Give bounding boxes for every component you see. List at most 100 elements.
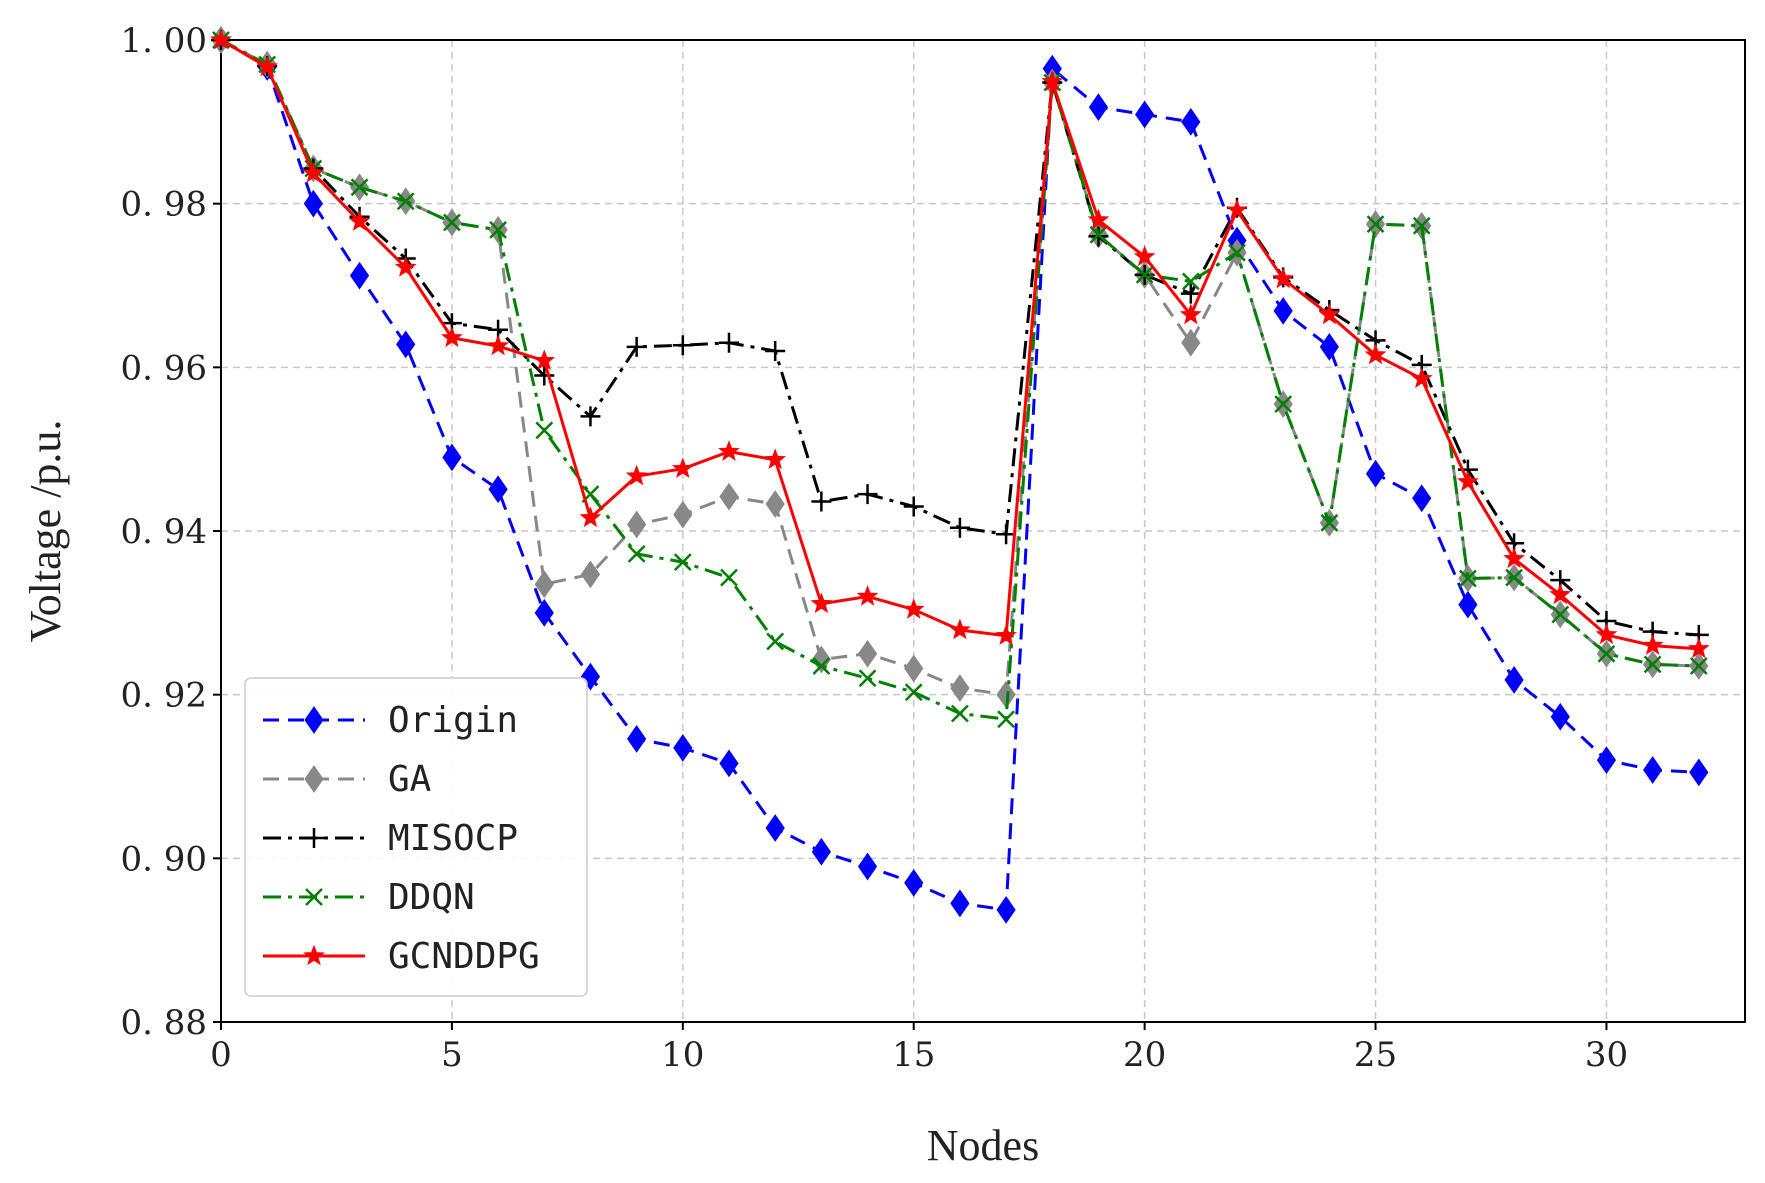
- series-gcnddpg: [210, 28, 1710, 659]
- data-point-star: [394, 256, 417, 277]
- data-point-diamond: [673, 733, 693, 762]
- y-tick-label: 1. 00: [120, 21, 207, 61]
- data-point-plus: [765, 340, 786, 361]
- data-point-x: [766, 632, 785, 651]
- data-point-star: [625, 464, 648, 486]
- y-axis-ticks: 0. 88 0. 90 0. 92 0. 94 0. 96 0. 98 1. 00: [120, 21, 221, 1043]
- data-point-star: [949, 618, 971, 640]
- data-point-x: [1505, 568, 1523, 587]
- legend-entry-ga: GA: [263, 759, 432, 800]
- data-point-star: [671, 457, 694, 479]
- legend-box: [244, 677, 588, 997]
- data-point-x: [1320, 513, 1339, 532]
- data-point-diamond: [857, 639, 878, 668]
- data-point-star: [1364, 343, 1387, 365]
- data-point-diamond: [673, 500, 693, 529]
- y-tick-label: 0. 92: [120, 676, 207, 716]
- data-point-plus: [719, 332, 739, 353]
- data-point-diamond: [488, 475, 508, 504]
- y-tick-label: 0. 88: [120, 1003, 207, 1043]
- data-point-x: [1551, 605, 1570, 624]
- data-point-x: [1274, 395, 1293, 414]
- data-point-diamond: [719, 482, 739, 511]
- data-point-diamond: [1273, 296, 1293, 325]
- data-point-star: [1410, 367, 1433, 389]
- series-ddqn: [212, 31, 1708, 729]
- x-tick-label: 15: [892, 1035, 935, 1075]
- data-point-diamond: [765, 814, 785, 842]
- data-point-x: [627, 545, 646, 563]
- data-point-star: [810, 592, 833, 614]
- data-point-diamond: [442, 443, 462, 472]
- data-point-diamond: [396, 330, 416, 359]
- data-point-star: [1041, 70, 1064, 91]
- data-point-star: [1687, 637, 1710, 659]
- data-point-star: [533, 349, 556, 371]
- data-point-star: [487, 334, 509, 356]
- data-point-star: [1549, 583, 1572, 605]
- x-axis-title: Nodes: [927, 1121, 1039, 1170]
- data-point-star: [1503, 547, 1525, 569]
- data-point-x: [812, 657, 831, 675]
- data-point-diamond: [1550, 702, 1570, 731]
- data-point-star: [210, 28, 232, 50]
- data-point-x: [396, 192, 415, 211]
- data-point-x: [1181, 272, 1200, 291]
- data-point-diamond: [1088, 93, 1109, 121]
- data-point-star: [302, 161, 325, 183]
- data-point-star: [1087, 208, 1110, 230]
- data-point-star: [902, 598, 925, 619]
- data-point-x: [951, 704, 969, 723]
- data-point-x: [489, 220, 507, 239]
- data-point-diamond: [950, 674, 970, 702]
- x-tick-label: 20: [1123, 1035, 1166, 1075]
- series-line-gcnddpg: [220, 38, 1699, 651]
- y-tick-label: 0. 98: [120, 185, 207, 225]
- legend-label: GA: [388, 759, 432, 800]
- data-point-diamond: [349, 261, 370, 290]
- x-tick-label: 30: [1585, 1035, 1628, 1075]
- data-point-diamond: [950, 889, 970, 918]
- legend-entry-origin: Origin: [263, 700, 518, 741]
- data-point-x: [904, 683, 923, 702]
- data-point-diamond: [1643, 756, 1663, 784]
- x-tick-label: 10: [661, 1035, 704, 1075]
- series-misocp: [211, 30, 1709, 645]
- data-point-star: [764, 448, 787, 470]
- data-point-diamond: [304, 706, 324, 734]
- data-point-x: [1228, 243, 1246, 262]
- legend-entry-ddqn: DDQN: [263, 877, 475, 918]
- data-point-diamond: [1181, 107, 1201, 136]
- data-point-diamond: [765, 490, 785, 518]
- x-tick-label: 5: [441, 1035, 463, 1075]
- data-point-x: [1643, 655, 1662, 674]
- x-tick-label: 0: [210, 1035, 232, 1075]
- data-point-x: [1459, 569, 1477, 588]
- data-point-plus: [580, 406, 601, 427]
- data-point-diamond: [904, 869, 924, 897]
- data-point-star: [1179, 303, 1202, 325]
- data-point-star: [348, 210, 371, 231]
- y-tick-label: 0. 90: [120, 839, 207, 879]
- data-point-star: [441, 326, 463, 348]
- data-point-plus: [857, 484, 878, 505]
- data-point-star: [303, 944, 325, 966]
- data-point-star: [1226, 198, 1248, 220]
- data-point-x: [858, 669, 877, 688]
- data-point-x: [1366, 215, 1385, 234]
- data-point-diamond: [719, 749, 739, 778]
- data-point-diamond: [1596, 746, 1617, 775]
- data-point-plus: [534, 365, 555, 386]
- series-ga: [211, 26, 1709, 709]
- data-point-x: [535, 421, 554, 440]
- legend-label: GCNDDPG: [388, 936, 540, 977]
- series-line-misocp: [220, 38, 1699, 637]
- data-point-x: [997, 710, 1015, 729]
- data-point-diamond: [627, 510, 647, 539]
- data-point-star: [995, 624, 1017, 645]
- data-point-plus: [996, 524, 1017, 545]
- data-point-x: [350, 178, 369, 197]
- data-point-x: [1689, 657, 1708, 675]
- data-point-diamond: [1365, 459, 1386, 488]
